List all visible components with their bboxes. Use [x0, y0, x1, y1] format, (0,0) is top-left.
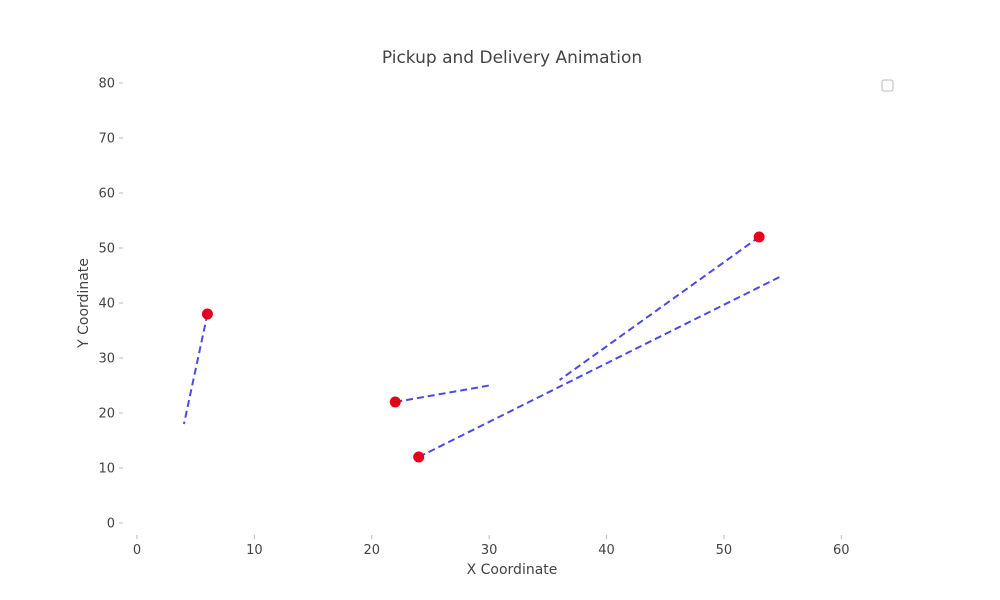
y-axis-title: Y Coordinate [76, 258, 92, 349]
x-axis-title: X Coordinate [467, 562, 558, 578]
y-axis-ticks: 0 10 20 30 40 50 60 70 80 [98, 77, 123, 532]
x-tick-label: 20 [363, 543, 380, 558]
route-line [182, 313, 209, 425]
x-tick-label: 30 [481, 543, 498, 558]
y-tick-label: 40 [98, 297, 115, 312]
x-tick-label: 10 [246, 543, 263, 558]
route-line [418, 274, 784, 458]
y-tick-label: 80 [98, 77, 115, 92]
data-point [753, 231, 765, 243]
y-tick-label: 50 [98, 242, 115, 257]
data-point [389, 396, 401, 408]
y-tick-label: 70 [98, 132, 115, 147]
x-tick-label: 0 [133, 543, 141, 558]
data-point [201, 308, 213, 320]
x-tick-label: 60 [833, 543, 850, 558]
data-point [413, 451, 425, 463]
legend-box [881, 79, 894, 92]
route-line [559, 236, 760, 381]
y-tick-label: 0 [107, 517, 115, 532]
y-tick-label: 10 [98, 462, 115, 477]
route-lines [182, 236, 784, 458]
y-tick-label: 60 [98, 187, 115, 202]
x-axis-ticks: 0 10 20 30 40 50 60 [133, 535, 850, 558]
chart-title: Pickup and Delivery Animation [382, 48, 642, 68]
y-tick-label: 30 [98, 352, 115, 367]
x-tick-label: 50 [716, 543, 733, 558]
route-line [395, 384, 490, 403]
data-points [201, 231, 765, 463]
x-tick-label: 40 [598, 543, 615, 558]
y-tick-label: 20 [98, 407, 115, 422]
